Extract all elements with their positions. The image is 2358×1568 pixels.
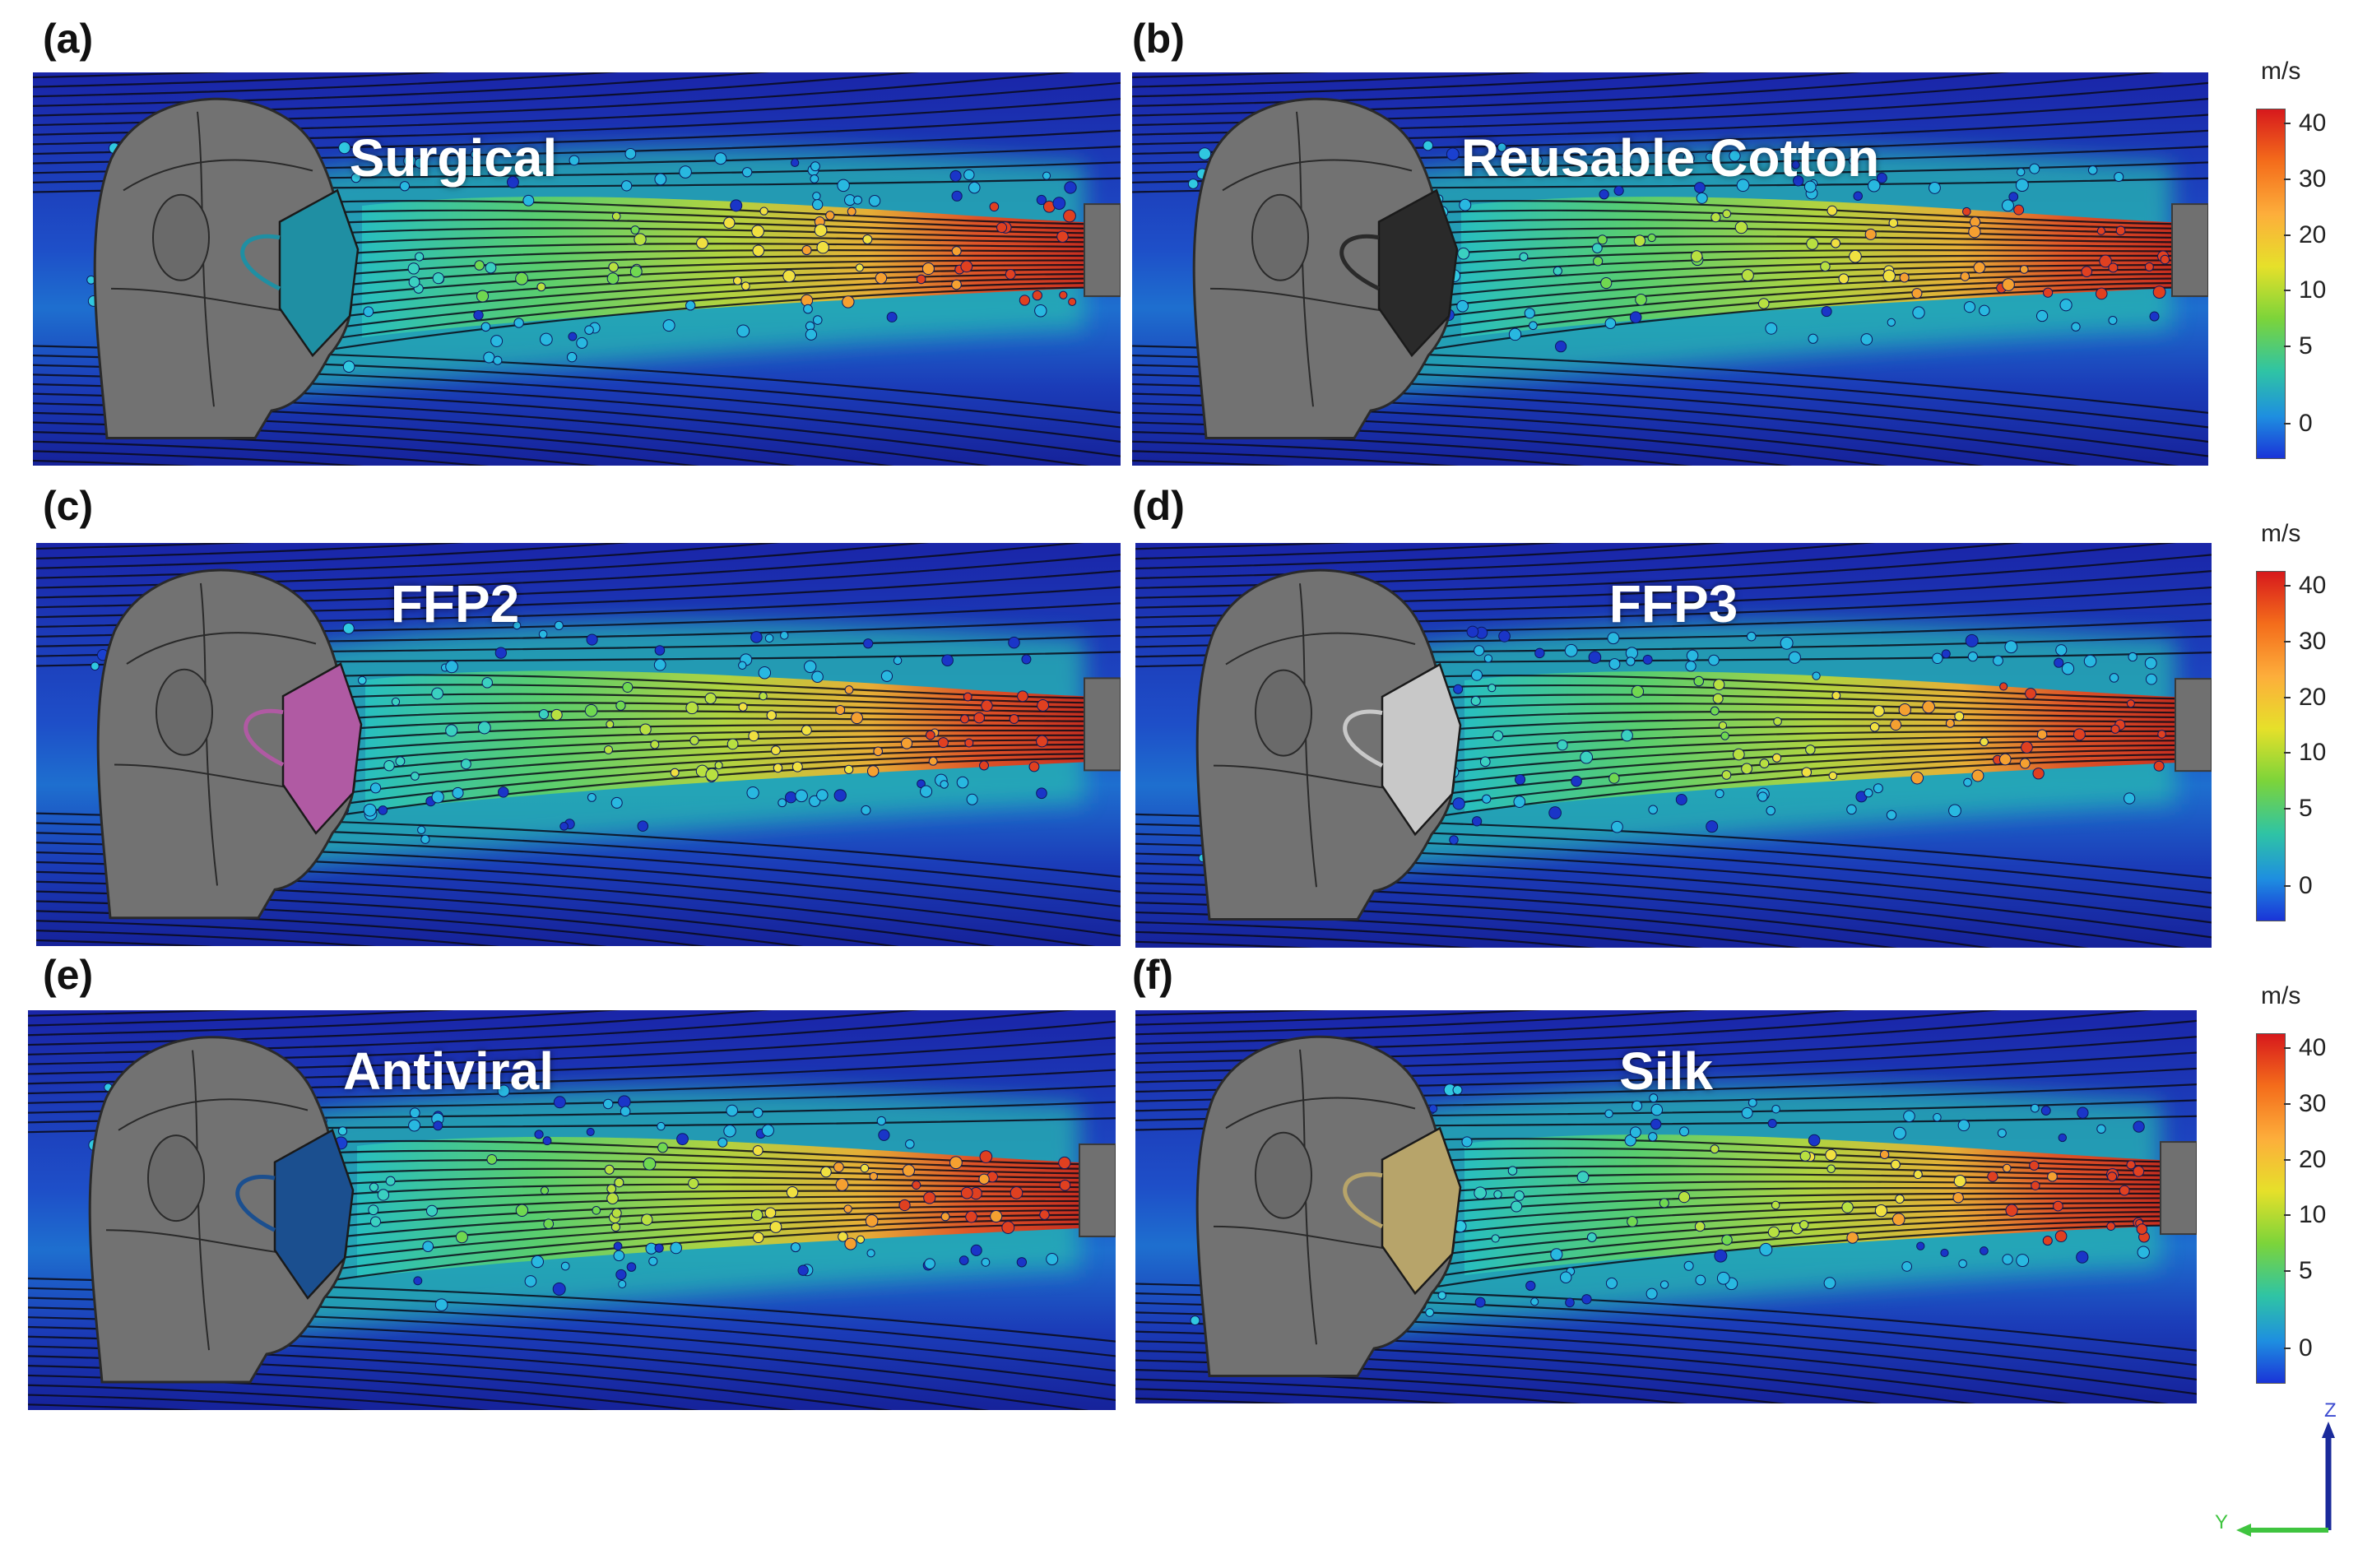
target-cylinder	[1079, 1143, 1116, 1237]
colorbar-gradient	[2256, 1033, 2286, 1384]
colorbar-tick-label: 20	[2299, 220, 2327, 248]
colorbar-tick-label: 5	[2299, 795, 2313, 823]
colorbar-tick-mark	[2284, 422, 2291, 424]
panel-title: Surgical	[349, 128, 558, 188]
panel-label-f: (f)	[1132, 952, 1173, 998]
colorbar-tick-mark	[2284, 884, 2291, 887]
panel-label-a: (a)	[43, 16, 94, 62]
colorbar-tick-mark	[2284, 346, 2291, 348]
colorbar-tick-label: 0	[2299, 1334, 2313, 1362]
colorbar-tick-mark	[2284, 234, 2291, 236]
colorbar-tick-label: 40	[2299, 1033, 2327, 1061]
colorbar-unit: m/s	[2261, 982, 2301, 1009]
colorbar-tick-mark	[2284, 1347, 2291, 1349]
face-mask	[1381, 1126, 1462, 1296]
colorbar-tick-label: 10	[2299, 1201, 2327, 1229]
colorbar-tick-label: 40	[2299, 571, 2327, 599]
colorbar-unit: m/s	[2261, 520, 2301, 547]
colorbar-tick-mark	[2284, 752, 2291, 754]
panel-label-d: (d)	[1132, 483, 1185, 529]
target-cylinder	[2175, 678, 2212, 772]
target-cylinder	[1084, 677, 1121, 772]
panel-ffp3: FFP3	[1135, 543, 2212, 948]
colorbar-tick-label: 20	[2299, 1145, 2327, 1173]
colorbar-tick-label: 5	[2299, 332, 2313, 360]
colorbar-tick-label: 0	[2299, 871, 2313, 899]
head-model	[1195, 1035, 1455, 1378]
colorbar-tick-mark	[2284, 1214, 2291, 1217]
colorbar-tick-mark	[2284, 290, 2291, 292]
axis-z-label: Z	[2324, 1399, 2337, 1422]
colorbar-gradient	[2256, 571, 2286, 921]
mask-strap	[244, 708, 285, 767]
colorbar-tick-mark	[2284, 584, 2291, 587]
face-mask	[1381, 662, 1462, 837]
flow-field	[1132, 72, 2208, 466]
target-cylinder	[2171, 203, 2208, 298]
panel-label-e: (e)	[43, 952, 94, 998]
panel-antiviral: Antiviral	[28, 1010, 1116, 1410]
axis-triad: Z Y	[2215, 1399, 2337, 1537]
face-mask	[278, 188, 360, 358]
panel-reusable-cotton: Reusable Cotton	[1132, 72, 2208, 466]
mask-strap	[240, 234, 281, 291]
target-cylinder	[2160, 1141, 2197, 1236]
colorbar-tick-label: 30	[2299, 165, 2327, 193]
colorbar-tick-mark	[2284, 808, 2291, 810]
jet-core	[365, 670, 1084, 812]
panel-label-b: (b)	[1132, 16, 1185, 62]
colorbar-tick-mark	[2284, 122, 2291, 124]
mask-strap	[1343, 1171, 1384, 1229]
flow-field	[1135, 1010, 2197, 1403]
face-mask	[1377, 188, 1459, 358]
panel-silk: Silk	[1135, 1010, 2197, 1403]
colorbar-tick-mark	[2284, 1046, 2291, 1049]
panel-title: FFP2	[390, 574, 520, 633]
colorbar-tick-mark	[2284, 178, 2291, 180]
jet-core	[357, 1136, 1079, 1278]
flow-field	[1135, 543, 2212, 948]
colorbar-tick-label: 40	[2299, 109, 2327, 137]
head-model	[1192, 97, 1452, 440]
face-mask	[273, 1128, 355, 1300]
colorbar-tick-mark	[2284, 1270, 2291, 1273]
panel-title: FFP3	[1608, 574, 1738, 633]
colorbar-tick-label: 10	[2299, 739, 2327, 767]
flow-field	[36, 543, 1121, 946]
colorbar-tick-label: 5	[2299, 1257, 2313, 1285]
colorbar-tick-label: 0	[2299, 409, 2313, 437]
colorbar-tick-label: 30	[2299, 1089, 2327, 1117]
colorbar-tick-label: 20	[2299, 683, 2327, 711]
colorbar-tick-mark	[2284, 640, 2291, 643]
panel-ffp2: FFP2	[36, 543, 1121, 946]
colorbar-tick-mark	[2284, 1102, 2291, 1105]
streamlines	[1135, 1010, 2197, 1403]
face-mask	[281, 662, 363, 835]
colorbar-gradient	[2256, 109, 2286, 459]
head-model	[96, 568, 356, 920]
flow-field	[28, 1010, 1116, 1410]
jet-core	[362, 197, 1084, 338]
head-model	[88, 1036, 348, 1384]
colorbar-tick-mark	[2284, 696, 2291, 698]
colorbar-unit: m/s	[2261, 58, 2301, 85]
target-cylinder	[1084, 203, 1121, 298]
colorbar-tick-mark	[2284, 1158, 2291, 1161]
panel-label-c: (c)	[43, 483, 94, 529]
head-model	[1195, 568, 1455, 921]
flow-field	[33, 72, 1121, 466]
colorbar-tick-label: 30	[2299, 627, 2327, 655]
axis-y-label: Y	[2215, 1511, 2228, 1533]
panel-title: Reusable Cotton	[1460, 128, 1880, 188]
head-model	[93, 97, 353, 440]
panel-title: Silk	[1619, 1041, 1713, 1101]
jet-core	[1464, 671, 2175, 813]
mask-strap	[235, 1175, 276, 1232]
mask-strap	[1339, 234, 1381, 291]
panel-surgical: Surgical	[33, 72, 1121, 466]
mask-strap	[1343, 709, 1384, 768]
jet-core	[1464, 1134, 2161, 1276]
colorbar-tick-label: 10	[2299, 276, 2327, 304]
panel-title: Antiviral	[342, 1041, 555, 1101]
